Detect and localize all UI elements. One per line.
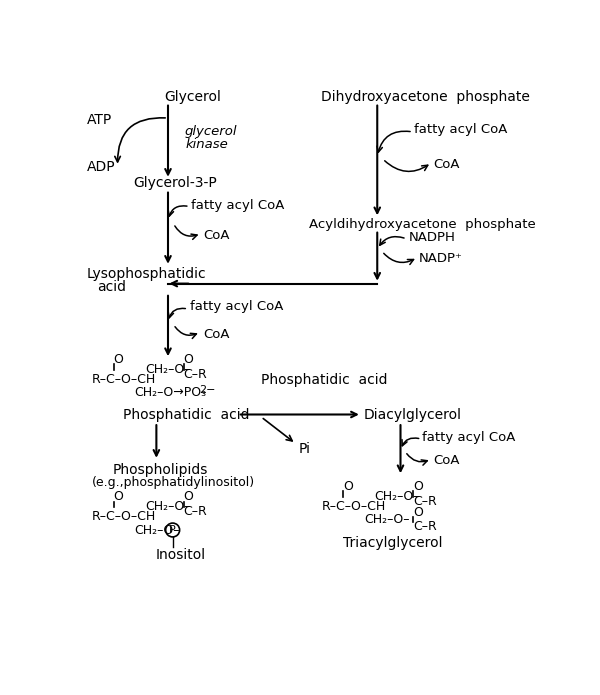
Text: Acyldihydroxyacetone  phosphate: Acyldihydroxyacetone phosphate [309, 218, 536, 231]
Text: CH₂–O–: CH₂–O– [134, 523, 180, 537]
Text: Phosphatidic  acid: Phosphatidic acid [123, 407, 250, 421]
Text: R–C–O–CH: R–C–O–CH [322, 500, 386, 513]
Text: R–C–O–CH: R–C–O–CH [92, 373, 156, 386]
Text: Dihydroxyacetone  phosphate: Dihydroxyacetone phosphate [322, 90, 530, 104]
Text: O: O [343, 480, 353, 493]
Text: Inositol: Inositol [155, 548, 206, 562]
Text: P: P [169, 525, 176, 535]
Text: kinase: kinase [185, 138, 228, 152]
Text: ADP: ADP [86, 160, 115, 174]
Text: CoA: CoA [203, 328, 229, 341]
Text: CH₂–O–: CH₂–O– [364, 514, 410, 527]
Text: Glycerol-3-P: Glycerol-3-P [133, 177, 217, 190]
Text: C–R: C–R [413, 520, 437, 532]
Text: C–R: C–R [184, 505, 207, 518]
Text: Phospholipids: Phospholipids [112, 463, 208, 477]
Text: Triacylglycerol: Triacylglycerol [343, 536, 443, 550]
Text: Pi: Pi [298, 442, 310, 456]
Text: CH₂–O–: CH₂–O– [145, 500, 190, 514]
Text: O: O [184, 489, 193, 502]
Text: Phosphatidic  acid: Phosphatidic acid [261, 373, 388, 387]
Text: fatty acyl CoA: fatty acyl CoA [422, 431, 515, 444]
Text: CoA: CoA [433, 455, 460, 467]
Text: CoA: CoA [433, 158, 460, 171]
Text: Glycerol: Glycerol [164, 90, 221, 104]
Text: O: O [413, 506, 423, 518]
Text: NADP⁺: NADP⁺ [419, 252, 463, 265]
Text: (e.g.,phosphatidylinositol): (e.g.,phosphatidylinositol) [92, 476, 255, 489]
Text: Diacylglycerol: Diacylglycerol [364, 407, 461, 421]
Text: NADPH: NADPH [408, 231, 455, 244]
Text: ATP: ATP [86, 113, 112, 127]
Text: R–C–O–CH: R–C–O–CH [92, 509, 156, 523]
Text: CoA: CoA [203, 229, 229, 243]
Text: Lysophosphatidic: Lysophosphatidic [86, 268, 206, 281]
Text: fatty acyl CoA: fatty acyl CoA [190, 300, 283, 313]
Text: O: O [184, 352, 193, 366]
Text: glycerol: glycerol [185, 124, 238, 138]
Text: acid: acid [97, 279, 126, 294]
Text: O: O [413, 480, 423, 493]
Text: CH₂–O–: CH₂–O– [374, 491, 419, 503]
Text: fatty acyl CoA: fatty acyl CoA [191, 199, 284, 211]
Text: fatty acyl CoA: fatty acyl CoA [415, 123, 508, 136]
Text: CH₂–O→PO₃: CH₂–O→PO₃ [134, 386, 207, 400]
Text: C–R: C–R [413, 495, 437, 508]
Text: 2−: 2− [199, 385, 215, 395]
Text: O: O [114, 489, 124, 502]
Text: O: O [114, 352, 124, 366]
Text: C–R: C–R [184, 368, 207, 381]
Text: CH₂–O–: CH₂–O– [145, 363, 190, 376]
